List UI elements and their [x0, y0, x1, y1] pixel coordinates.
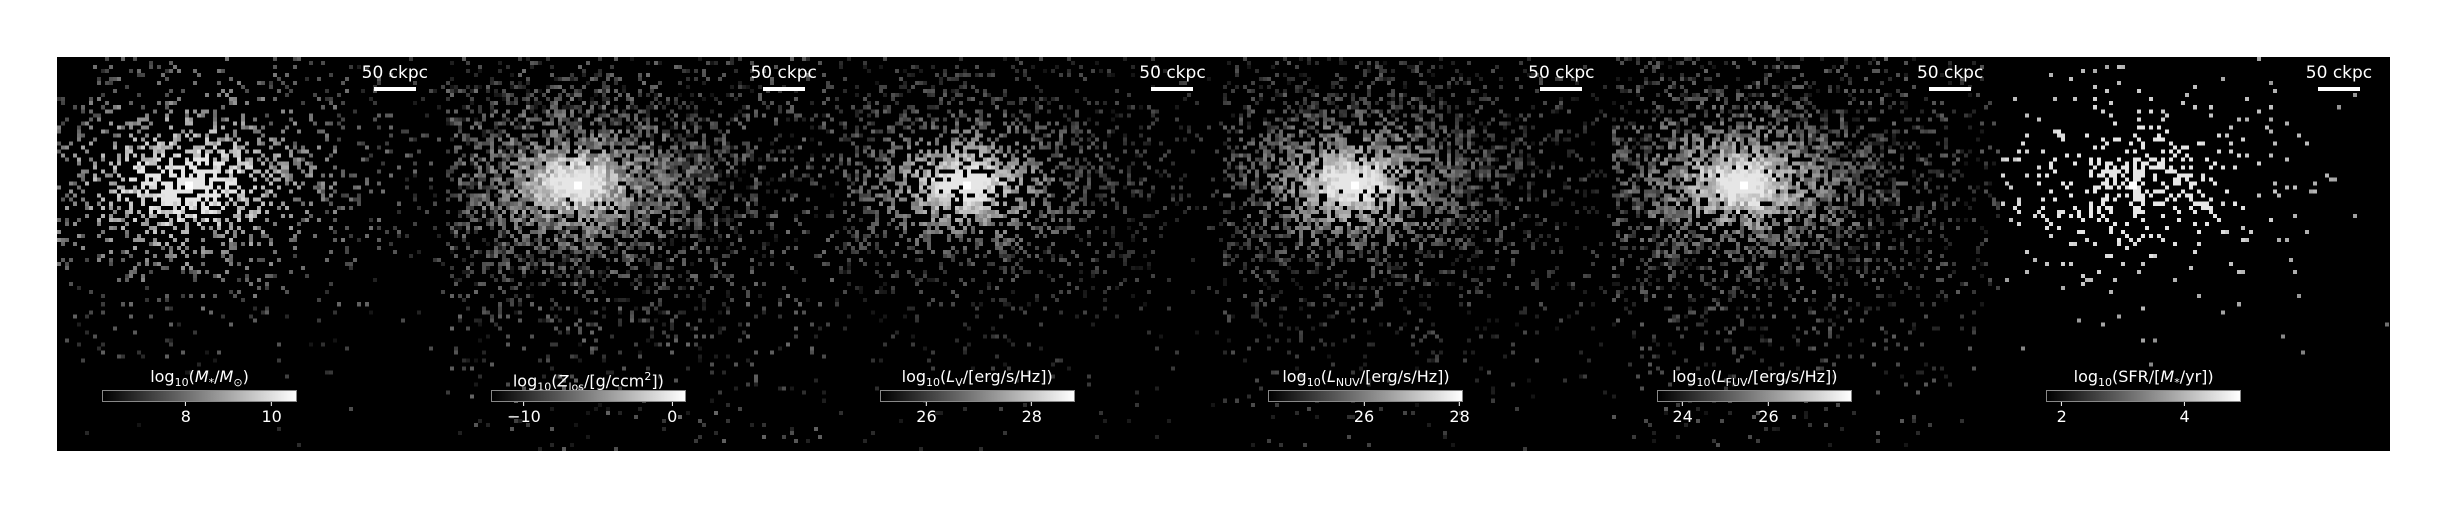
colorbar-tick: 28	[1449, 402, 1469, 426]
colorbar-tick: −10	[507, 402, 541, 426]
scale-bar-label: 50 ckpc	[750, 63, 817, 83]
image-strip: 50 ckpc log10(M*/M⊙) 8 10 50 ckpc log10(Zlos/…	[57, 57, 2390, 451]
colorbar-gradient	[1657, 390, 1853, 402]
colorbar-label: log10(Zlos/[g/ccm2])	[512, 370, 664, 394]
scale-bar-line	[762, 87, 805, 91]
scale-bar: 50 ckpc	[1137, 63, 1207, 91]
colorbar-tick: 26	[916, 402, 936, 426]
colorbar: log10(LFUV/[erg/s/Hz]) 24 26	[1657, 367, 1853, 426]
colorbar-gradient	[102, 390, 297, 402]
scale-bar-line	[2317, 87, 2360, 91]
scale-bar: 50 ckpc	[1526, 63, 1596, 91]
scale-bar-label: 50 ckpc	[1528, 63, 1595, 83]
colorbar-tick: 8	[181, 402, 191, 426]
colorbar: log10(LV/[erg/s/Hz]) 26 28	[879, 367, 1075, 426]
colorbar: log10(SFR/[M*/yr]) 2 4	[2046, 367, 2242, 426]
colorbar-gradient	[490, 390, 686, 402]
galaxy-map-lv	[834, 57, 1223, 451]
colorbar: log10(LNUV/[erg/s/Hz]) 26 28	[1268, 367, 1470, 426]
galaxy-map-lfuv	[1612, 57, 2001, 451]
galaxy-map-zlos	[445, 57, 834, 451]
colorbar-label: log10(M*/M⊙)	[150, 367, 249, 390]
colorbar-gradient	[2046, 390, 2242, 402]
colorbar-tick: 26	[1758, 402, 1778, 426]
panel-lv: 50 ckpc log10(LV/[erg/s/Hz]) 26 28	[834, 57, 1224, 451]
scale-bar-line	[373, 87, 416, 91]
panel-mstar: 50 ckpc log10(M*/M⊙) 8 10	[57, 57, 446, 451]
scale-bar: 50 ckpc	[749, 63, 819, 91]
colorbar-tick: 0	[667, 402, 677, 426]
colorbar-tick: 24	[1672, 402, 1692, 426]
colorbar-tick: 26	[1354, 402, 1374, 426]
colorbar: log10(M*/M⊙) 8 10	[102, 367, 297, 426]
colorbar-tick: 2	[2057, 402, 2067, 426]
colorbar: log10(Zlos/[g/ccm2]) −10 0	[490, 367, 686, 426]
scale-bar: 50 ckpc	[1915, 63, 1985, 91]
panel-lnuv: 50 ckpc log10(LNUV/[erg/s/Hz]) 26 28	[1223, 57, 1612, 451]
panel-zlos: 50 ckpc log10(Zlos/[g/ccm2]) −10 0	[445, 57, 835, 451]
scale-bar-label: 50 ckpc	[2305, 63, 2373, 83]
colorbar-gradient	[879, 390, 1075, 402]
colorbar-tick: 4	[2179, 402, 2189, 426]
colorbar-gradient	[1268, 390, 1464, 402]
colorbar-tick: 28	[1022, 402, 1042, 426]
scale-bar-line	[1151, 87, 1194, 91]
galaxy-map-sfr	[2001, 57, 2390, 451]
panel-sfr: 50 ckpc log10(SFR/[M*/yr]) 2 4	[2001, 57, 2390, 451]
scale-bar-label: 50 ckpc	[1916, 63, 1984, 83]
colorbar-label: log10(SFR/[M*/yr])	[2073, 367, 2214, 390]
scale-bar-line	[1929, 87, 1972, 91]
panel-lfuv: 50 ckpc log10(LFUV/[erg/s/Hz]) 24 26	[1612, 57, 2001, 451]
colorbar-label: log10(LNUV/[erg/s/Hz])	[1282, 367, 1450, 390]
scale-bar: 50 ckpc	[360, 63, 430, 91]
scale-bar: 50 ckpc	[2304, 63, 2374, 91]
colorbar-tick: 10	[261, 402, 281, 426]
galaxy-map-lnuv	[1223, 57, 1612, 451]
scale-bar-label: 50 ckpc	[1139, 63, 1206, 83]
scale-bar-label: 50 ckpc	[361, 63, 429, 83]
scale-bar-line	[1540, 87, 1583, 91]
galaxy-map-mstar	[57, 57, 445, 451]
colorbar-label: log10(LV/[erg/s/Hz])	[901, 367, 1053, 390]
colorbar-label: log10(LFUV/[erg/s/Hz])	[1672, 367, 1838, 390]
